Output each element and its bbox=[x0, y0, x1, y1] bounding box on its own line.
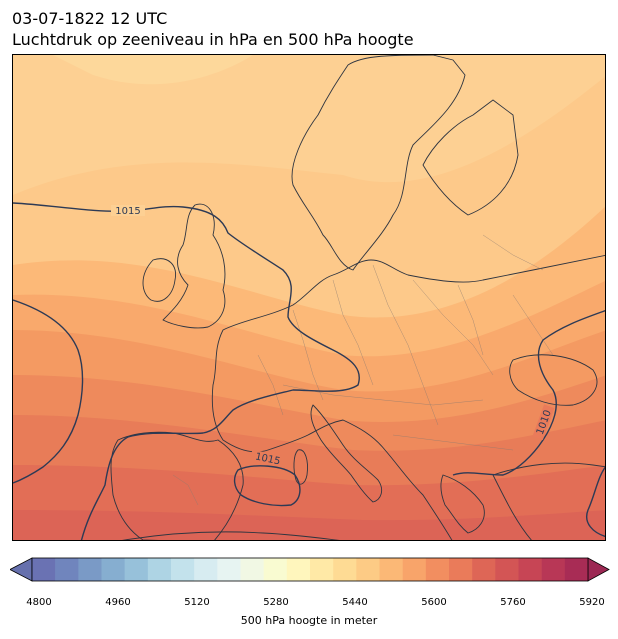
colorbar-cell bbox=[55, 558, 79, 581]
colorbar-cell bbox=[541, 558, 566, 581]
colorbar-extend-max bbox=[587, 557, 610, 582]
colorbar-cell bbox=[425, 558, 450, 581]
colorbar-extend-min bbox=[10, 557, 33, 582]
colorbar bbox=[10, 557, 610, 582]
colorbar-cell bbox=[217, 558, 241, 581]
colorbar-cell bbox=[32, 558, 56, 581]
colorbar-cell bbox=[564, 558, 589, 581]
colorbar-cell bbox=[240, 558, 264, 581]
coastline-black-sea bbox=[509, 354, 598, 406]
isobar-line bbox=[233, 465, 301, 507]
coastline-finland bbox=[422, 99, 519, 216]
border-line bbox=[482, 234, 544, 271]
title-description: Luchtdruk op zeeniveau in hPa en 500 hPa… bbox=[12, 30, 414, 49]
border-line bbox=[412, 279, 494, 376]
coastline-continent bbox=[211, 254, 605, 540]
isobar-label: 1015 bbox=[115, 206, 140, 217]
height-band bbox=[53, 55, 253, 85]
coastline-sardinia bbox=[293, 449, 308, 485]
colorbar-cell bbox=[171, 558, 195, 581]
map-panel: 1015 1015 1010 bbox=[12, 54, 606, 541]
border-line bbox=[282, 384, 484, 406]
isobars bbox=[13, 202, 605, 540]
coastline-great-britain bbox=[162, 203, 226, 329]
colorbar-cell bbox=[333, 558, 357, 581]
isobar-line bbox=[586, 466, 605, 538]
colorbar-cell bbox=[147, 558, 172, 581]
border-line bbox=[292, 309, 324, 401]
border-line bbox=[257, 354, 284, 416]
colorbar-cell bbox=[101, 558, 125, 581]
colorbar-cell bbox=[472, 558, 496, 581]
border-line bbox=[392, 434, 514, 451]
coastline-italy bbox=[310, 404, 383, 503]
colorbar-cell bbox=[356, 558, 380, 581]
colorbar-cell bbox=[78, 558, 102, 581]
colorbar-cell bbox=[310, 558, 334, 581]
isobar-line bbox=[452, 309, 605, 476]
title-date: 03-07-1822 12 UTC bbox=[12, 9, 168, 28]
colorbar-cell bbox=[194, 558, 218, 581]
colorbar-cell bbox=[124, 558, 149, 581]
colorbar-cell bbox=[379, 558, 403, 581]
coastline-greece bbox=[440, 474, 485, 534]
national-borders bbox=[172, 234, 554, 506]
coastline-scandinavia bbox=[291, 55, 466, 271]
isobar-line bbox=[13, 202, 360, 540]
colorbar-label: 500 hPa hoogte in meter bbox=[240, 614, 378, 627]
height-band bbox=[13, 55, 605, 195]
colorbar-tick: 5280 bbox=[263, 597, 289, 608]
border-line bbox=[512, 294, 554, 356]
colorbar-cell bbox=[286, 558, 311, 581]
colorbar-cell bbox=[518, 558, 542, 581]
coastline-north-africa bbox=[122, 531, 340, 540]
colorbar-tick: 5760 bbox=[500, 597, 526, 608]
colorbar-cell bbox=[263, 558, 288, 581]
isobar-line bbox=[13, 299, 84, 484]
border-line bbox=[332, 279, 374, 386]
border-line bbox=[457, 284, 484, 356]
colorbar-cells bbox=[32, 558, 589, 581]
height-band bbox=[13, 510, 605, 540]
border-line bbox=[372, 264, 439, 426]
isobar-label: 1015 bbox=[254, 451, 281, 467]
coastline-ireland bbox=[142, 258, 176, 302]
colorbar-tick: 5600 bbox=[421, 597, 447, 608]
coastline-turkey bbox=[492, 462, 605, 540]
colorbar-cell bbox=[449, 558, 473, 581]
height-fill-bands bbox=[13, 55, 605, 540]
colorbar-cell bbox=[402, 558, 427, 581]
colorbar-tick: 5920 bbox=[579, 597, 605, 608]
colorbar-tick: 5120 bbox=[184, 597, 210, 608]
colorbar-tick: 4960 bbox=[105, 597, 131, 608]
colorbar-tick: 4800 bbox=[26, 597, 52, 608]
border-line bbox=[172, 474, 199, 506]
colorbar-cell bbox=[495, 558, 519, 581]
colorbar-tick: 5440 bbox=[342, 597, 368, 608]
